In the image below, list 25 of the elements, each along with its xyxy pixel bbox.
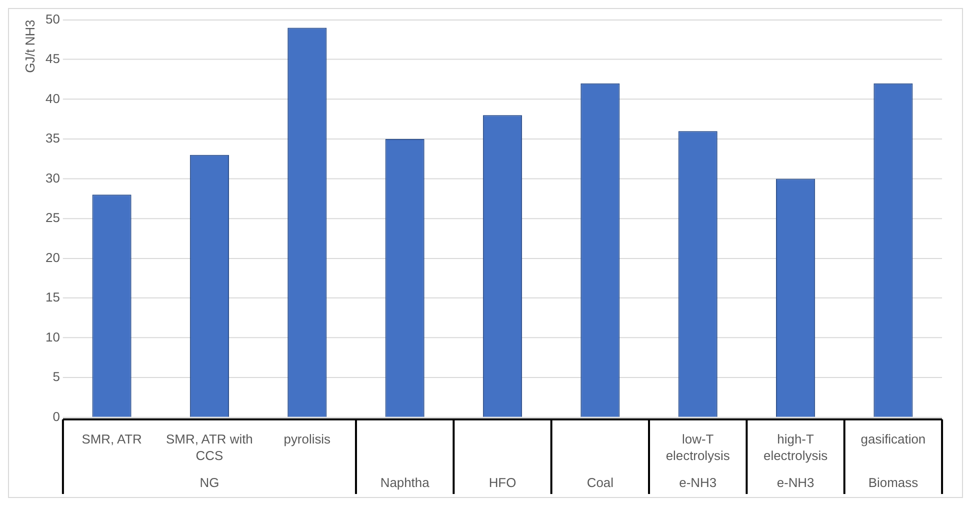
y-axis-title: GJ/t NH3 xyxy=(22,20,38,73)
y-tick-label: 0 xyxy=(52,408,60,424)
y-tick-label: 50 xyxy=(46,11,60,26)
text: HFO xyxy=(488,475,516,490)
y-tick-label: 40 xyxy=(46,90,60,106)
y-tick-label: 15 xyxy=(46,290,60,305)
x-tick-label: pyrolisis xyxy=(284,431,331,446)
y-tick-label: 10 xyxy=(46,329,60,344)
text: NG xyxy=(200,475,220,490)
y-tick-label: 5 xyxy=(52,369,60,384)
y-tick-label: 30 xyxy=(46,170,60,186)
x-tick-label: high-T electrolysis xyxy=(763,431,828,464)
x-tick-label: SMR, ATR xyxy=(82,431,142,446)
y-tick-label: 25 xyxy=(46,210,60,226)
x-tick-label: gasification xyxy=(860,431,926,446)
y-tick-label: 35 xyxy=(46,130,60,146)
text: Biomass xyxy=(868,475,918,490)
text: e-NH3 xyxy=(776,475,814,490)
y-tick-label: 45 xyxy=(46,51,60,66)
x-tick-label: low-T electrolysis xyxy=(666,431,730,464)
y-tick-label: 20 xyxy=(46,250,60,265)
text: Naphtha xyxy=(380,475,430,490)
text: Coal xyxy=(586,475,614,490)
x-tick-label: SMR, ATR with CCS xyxy=(166,431,253,464)
text: e-NH3 xyxy=(679,475,717,490)
